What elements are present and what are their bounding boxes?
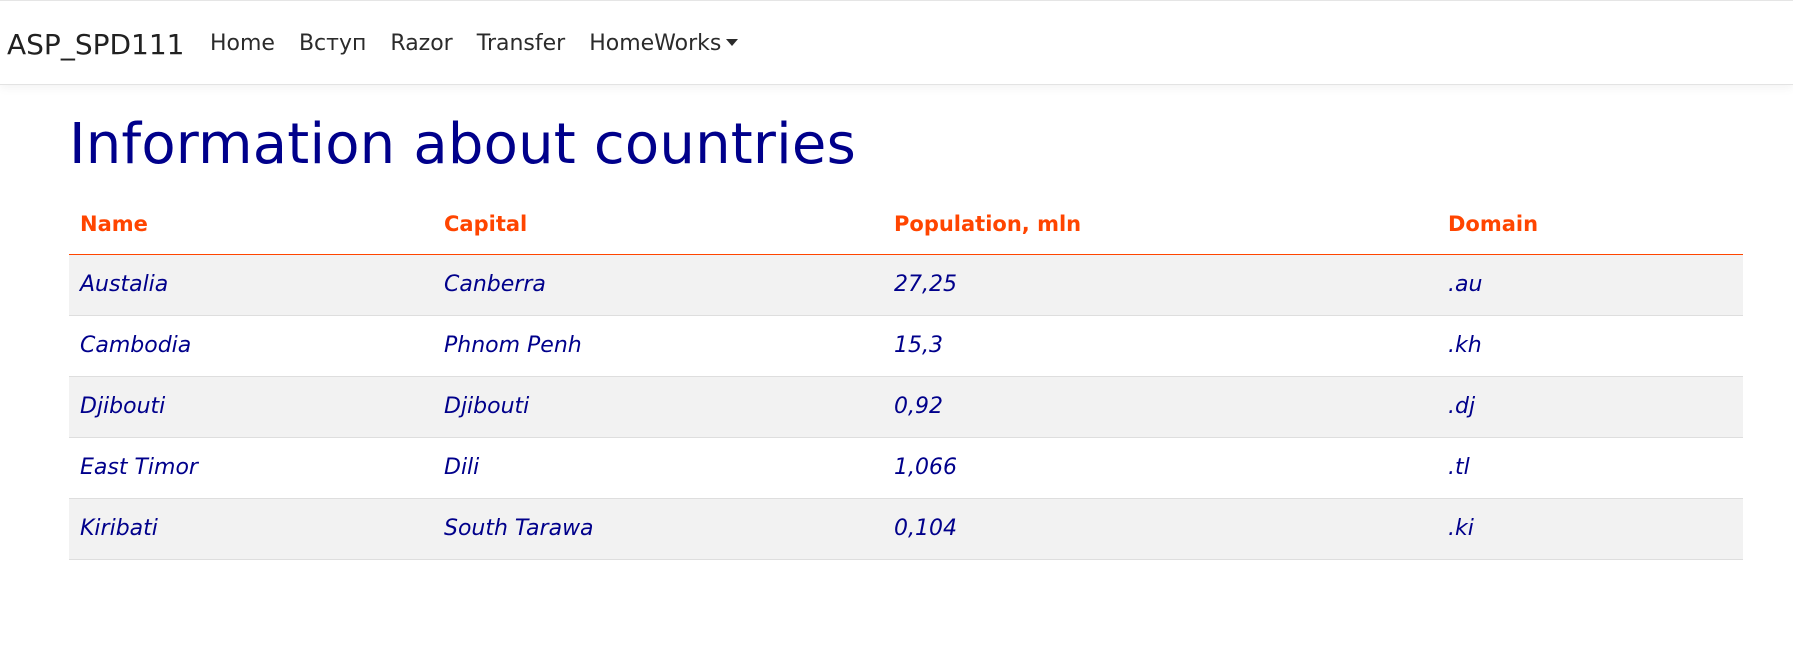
- table-header-row: Name Capital Population, mln Domain: [69, 194, 1743, 255]
- table-row: Cambodia Phnom Penh 15,3 .kh: [69, 315, 1743, 377]
- cell-domain: .au: [1437, 254, 1743, 316]
- nav-dropdown-homeworks-label: HomeWorks: [589, 31, 722, 56]
- nav-dropdown-homeworks[interactable]: HomeWorks: [589, 31, 739, 56]
- nav-link-razor[interactable]: Razor: [390, 31, 453, 56]
- cell-name: Kiribati: [69, 498, 433, 560]
- table-row: Djibouti Djibouti 0,92 .dj: [69, 376, 1743, 438]
- cell-population: 1,066: [883, 437, 1437, 499]
- column-header-capital: Capital: [433, 194, 883, 255]
- page-title: Information about countries: [69, 112, 856, 177]
- column-header-name: Name: [69, 194, 433, 255]
- nav-links: Home Вступ Razor Transfer HomeWorks: [210, 31, 762, 56]
- column-header-population: Population, mln: [883, 194, 1437, 255]
- countries-table: Name Capital Population, mln Domain Aust…: [69, 194, 1743, 560]
- cell-capital: Phnom Penh: [433, 315, 883, 377]
- table-header: Name Capital Population, mln Domain: [69, 194, 1743, 255]
- cell-population: 0,104: [883, 498, 1437, 560]
- cell-population: 0,92: [883, 376, 1437, 438]
- cell-capital: Djibouti: [433, 376, 883, 438]
- column-header-domain: Domain: [1437, 194, 1743, 255]
- cell-capital: South Tarawa: [433, 498, 883, 560]
- nav-link-home[interactable]: Home: [210, 31, 275, 56]
- nav-link-transfer[interactable]: Transfer: [476, 31, 566, 56]
- cell-domain: .dj: [1437, 376, 1743, 438]
- table-row: East Timor Dili 1,066 .tl: [69, 437, 1743, 499]
- caret-down-icon: [726, 39, 739, 46]
- cell-domain: .ki: [1437, 498, 1743, 560]
- cell-name: Austalia: [69, 254, 433, 316]
- cell-population: 27,25: [883, 254, 1437, 316]
- brand-link[interactable]: ASP_SPD111: [7, 28, 185, 61]
- nav-link-intro[interactable]: Вступ: [298, 31, 367, 56]
- cell-capital: Canberra: [433, 254, 883, 316]
- cell-domain: .kh: [1437, 315, 1743, 377]
- cell-name: Cambodia: [69, 315, 433, 377]
- cell-domain: .tl: [1437, 437, 1743, 499]
- table-body: Austalia Canberra 27,25 .au Cambodia Phn…: [69, 254, 1743, 560]
- cell-name: Djibouti: [69, 376, 433, 438]
- table-row: Kiribati South Tarawa 0,104 .ki: [69, 498, 1743, 560]
- cell-name: East Timor: [69, 437, 433, 499]
- cell-capital: Dili: [433, 437, 883, 499]
- top-navbar: ASP_SPD111 Home Вступ Razor Transfer Hom…: [0, 0, 1793, 85]
- table-row: Austalia Canberra 27,25 .au: [69, 254, 1743, 316]
- cell-population: 15,3: [883, 315, 1437, 377]
